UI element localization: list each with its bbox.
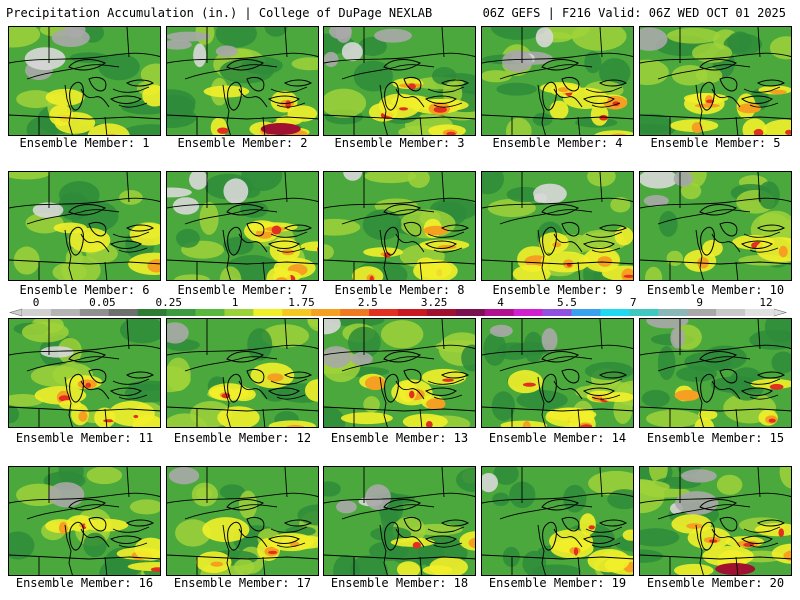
colorbar-swatch: [542, 309, 572, 316]
ensemble-member-label: Ensemble Member: 1: [19, 136, 150, 150]
ensemble-member-label: Ensemble Member: 5: [650, 136, 781, 150]
ensemble-member-label: Ensemble Member: 6: [19, 283, 150, 297]
colorbar-tick-label: 7: [630, 296, 637, 309]
ensemble-member-label: Ensemble Member: 14: [488, 431, 627, 445]
colorbar-swatch: [22, 309, 52, 316]
colorbar-swatch: [658, 309, 688, 316]
ensemble-member-label: Ensemble Member: 17: [173, 576, 312, 590]
ensemble-member-map: [639, 466, 792, 576]
colorbar-swatch: [745, 309, 775, 316]
colorbar-tick-label: 12: [759, 296, 772, 309]
colorbar-swatch: [282, 309, 312, 316]
colorbar-swatch: [629, 309, 659, 316]
colorbar-tick-label: 4: [497, 296, 504, 309]
ensemble-member-label: Ensemble Member: 16: [15, 576, 154, 590]
ensemble-member-map: [8, 171, 161, 281]
ensemble-member-label: Ensemble Member: 11: [15, 431, 154, 445]
ensemble-member-map: [166, 466, 319, 576]
colorbar-swatch: [484, 309, 514, 316]
colorbar-swatch: [600, 309, 630, 316]
ensemble-member-label: Ensemble Member: 15: [646, 431, 785, 445]
precipitation-colorbar: 0 0.05 0.25 1 1.75 2.5 3.25 4 5.5 7 9 12: [8, 296, 788, 317]
ensemble-member-map: [481, 318, 634, 428]
colorbar-swatch: [426, 309, 457, 316]
ensemble-member-label: Ensemble Member: 8: [334, 283, 465, 297]
ensemble-member-label: Ensemble Member: 2: [177, 136, 308, 150]
ensemble-member-map: [323, 466, 476, 576]
ensemble-member-label: Ensemble Member: 20: [646, 576, 785, 590]
colorbar-tick-label: 3.25: [421, 296, 448, 309]
colorbar-swatch: [166, 309, 196, 316]
colorbar-swatch: [687, 309, 717, 316]
colorbar-swatch: [311, 309, 341, 316]
colorbar-tick-label: 0: [33, 296, 40, 309]
colorbar-swatch: [253, 309, 283, 316]
ensemble-member-label: Ensemble Member: 4: [492, 136, 623, 150]
ensemble-member-label: Ensemble Member: 13: [330, 431, 469, 445]
colorbar-tick-label: 2.5: [358, 296, 378, 309]
colorbar-swatch: [340, 309, 370, 316]
colorbar-swatch: [571, 309, 601, 316]
colorbar-swatch: [398, 309, 428, 316]
ensemble-member-map: [166, 318, 319, 428]
ensemble-member-map: [639, 318, 792, 428]
colorbar-swatch: [369, 309, 399, 316]
colorbar-swatch: [79, 309, 110, 316]
colorbar-swatch: [716, 309, 746, 316]
ensemble-member-map: [8, 318, 161, 428]
ensemble-member-map: [481, 171, 634, 281]
colorbar-swatch: [195, 309, 225, 316]
colorbar-tick-label: 5.5: [557, 296, 577, 309]
page-title: Precipitation Accumulation (in.) | Colle…: [6, 6, 433, 20]
colorbar-tick-label: 9: [696, 296, 703, 309]
colorbar-swatch: [513, 309, 543, 316]
ensemble-member-label: Ensemble Member: 9: [492, 283, 623, 297]
ensemble-member-map: [8, 26, 161, 136]
colorbar-swatch: [137, 309, 167, 316]
ensemble-member-label: Ensemble Member: 7: [177, 283, 308, 297]
ensemble-member-label: Ensemble Member: 12: [173, 431, 312, 445]
colorbar-tick-label: 1: [232, 296, 239, 309]
ensemble-member-map: [323, 171, 476, 281]
ensemble-member-map: [166, 26, 319, 136]
colorbar-min-arrow: [8, 308, 23, 317]
ensemble-member-label: Ensemble Member: 19: [488, 576, 627, 590]
colorbar-swatch: [224, 309, 254, 316]
ensemble-member-map: [166, 171, 319, 281]
colorbar-tick-label: 1.75: [288, 296, 315, 309]
ensemble-member-label: Ensemble Member: 18: [330, 576, 469, 590]
colorbar-swatch: [50, 309, 81, 316]
colorbar-max-arrow: [773, 308, 788, 317]
ensemble-member-map: [8, 466, 161, 576]
ensemble-member-map: [323, 318, 476, 428]
colorbar-swatch: [455, 309, 486, 316]
ensemble-member-label: Ensemble Member: 3: [334, 136, 465, 150]
colorbar-tick-label: 0.25: [155, 296, 182, 309]
ensemble-member-map: [481, 466, 634, 576]
colorbar-swatch: [108, 309, 138, 316]
ensemble-member-map: [323, 26, 476, 136]
ensemble-member-map: [639, 26, 792, 136]
ensemble-member-map: [481, 26, 634, 136]
ensemble-member-label: Ensemble Member: 10: [646, 283, 785, 297]
run-valid-time: 06Z GEFS | F216 Valid: 06Z WED OCT 01 20…: [482, 6, 786, 20]
ensemble-member-map: [639, 171, 792, 281]
colorbar-tick-label: 0.05: [89, 296, 116, 309]
